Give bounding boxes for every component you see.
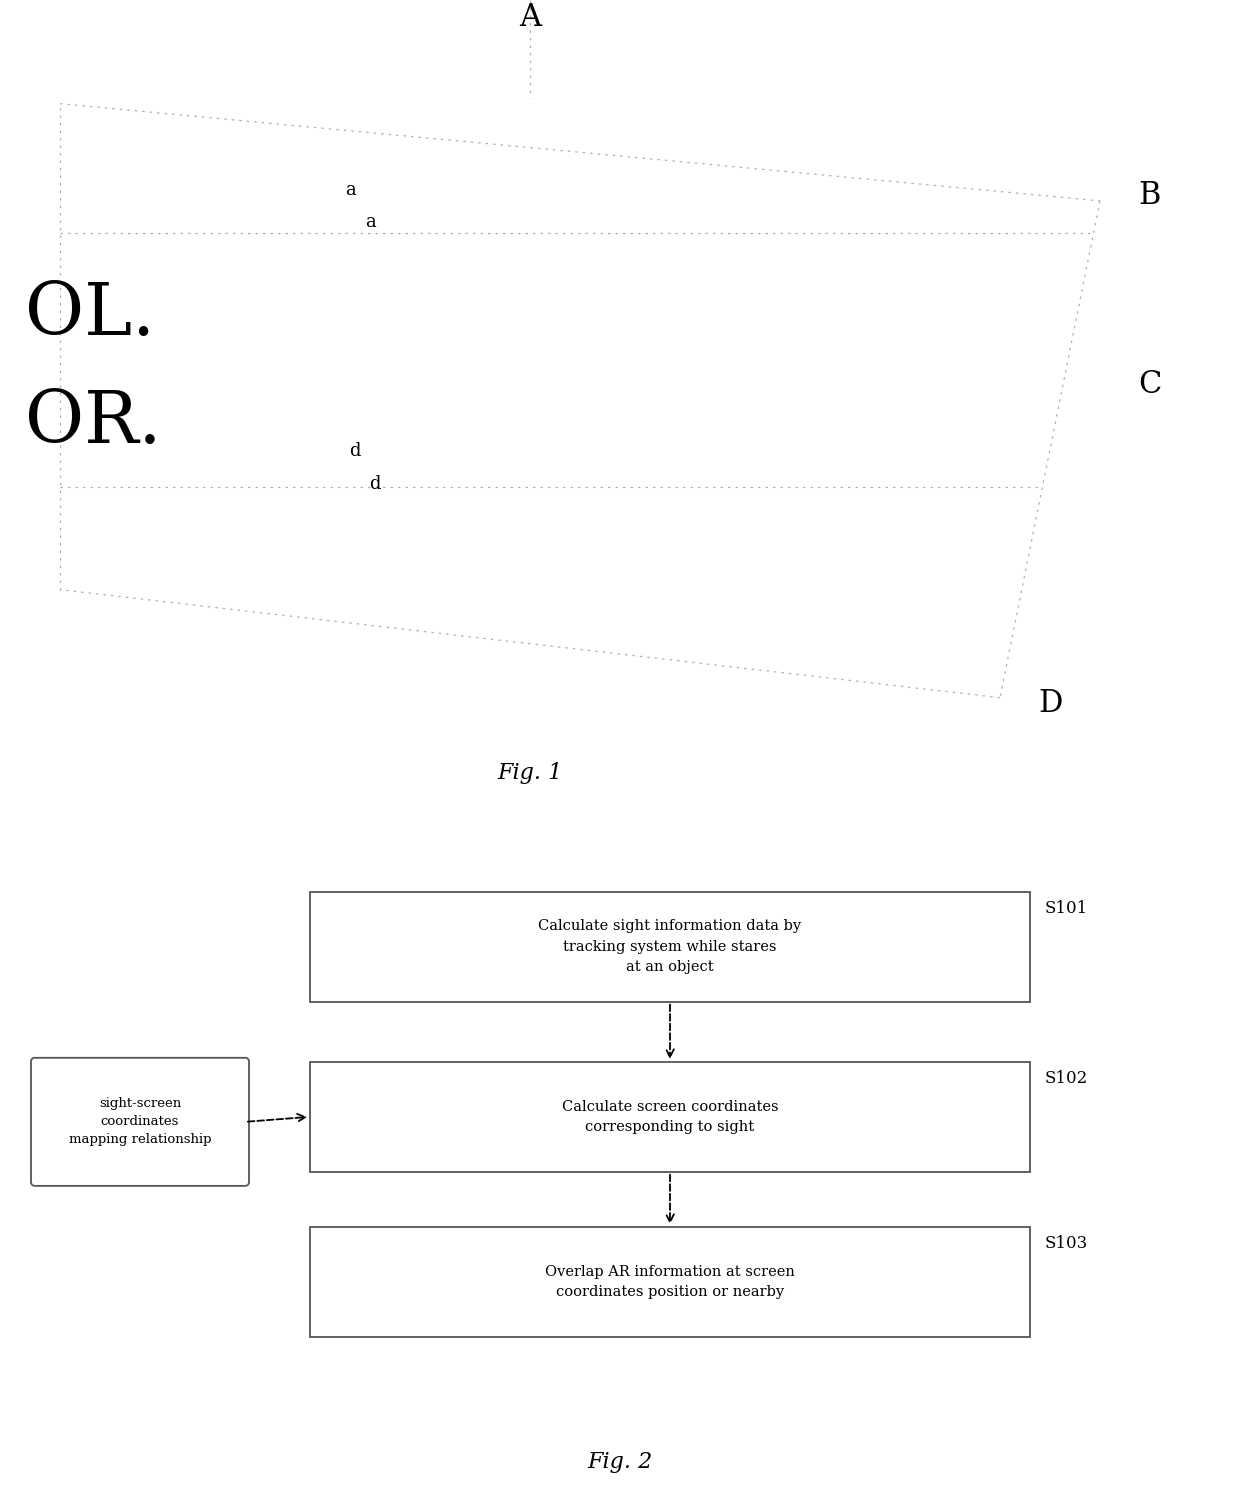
Text: C: C [1138,369,1162,400]
Text: A: A [518,1,541,33]
Text: S103: S103 [1045,1235,1089,1252]
FancyBboxPatch shape [31,1058,249,1186]
Text: Calculate screen coordinates
corresponding to sight: Calculate screen coordinates correspondi… [562,1100,779,1134]
Text: Fig. 1: Fig. 1 [497,762,563,785]
Text: Fig. 2: Fig. 2 [588,1452,652,1473]
Text: D: D [1038,688,1063,719]
Bar [310,892,1030,1001]
Bar [310,1062,1030,1171]
Text: a: a [345,181,356,198]
Text: S101: S101 [1045,900,1089,916]
Text: d: d [350,443,361,461]
Text: sight-screen
coordinates
mapping relationship: sight-screen coordinates mapping relatio… [68,1097,211,1146]
Text: d: d [370,474,381,492]
Text: OL.: OL. [25,279,155,349]
Bar [310,1226,1030,1337]
Text: S102: S102 [1045,1070,1089,1086]
Text: Calculate sight information data by
tracking system while stares
at an object: Calculate sight information data by trac… [538,919,801,974]
Text: Overlap AR information at screen
coordinates position or nearby: Overlap AR information at screen coordin… [546,1265,795,1300]
Text: a: a [365,213,376,231]
Text: OR.: OR. [25,386,161,458]
Text: B: B [1138,181,1161,210]
